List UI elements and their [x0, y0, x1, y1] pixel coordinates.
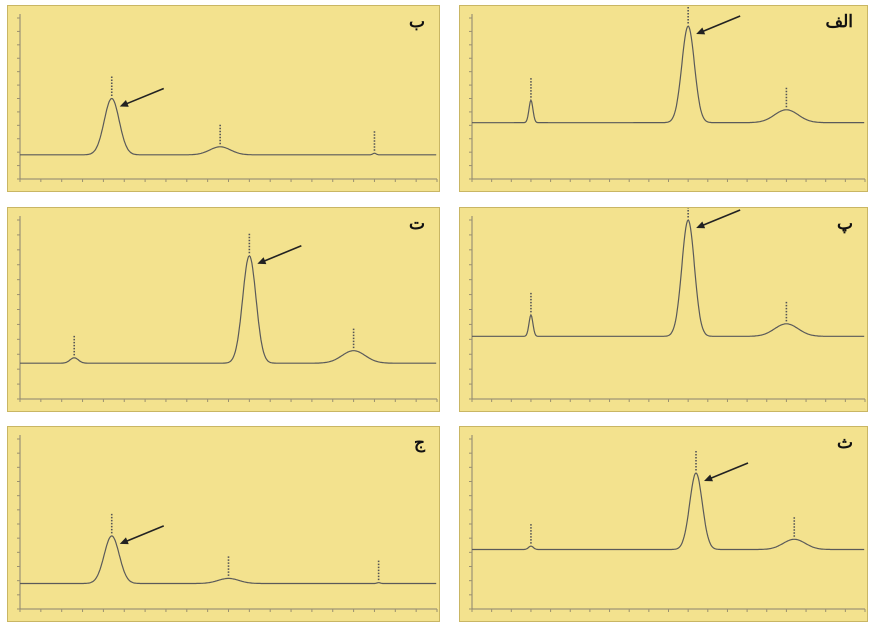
- panel-label-te: ت: [408, 214, 425, 234]
- arrow-shaft: [123, 525, 165, 544]
- arrow-shaft: [699, 209, 741, 228]
- chromatogram-plot-alef: [469, 6, 866, 182]
- arrow-shaft: [699, 15, 741, 34]
- arrow-shaft: [123, 87, 165, 106]
- chromatogram-trace: [20, 254, 437, 364]
- chromatogram-trace: [472, 25, 865, 124]
- chromatogram-plot-the: [469, 435, 866, 612]
- arrow-head: [696, 27, 706, 35]
- arrow-head: [119, 99, 129, 107]
- chromatogram-plot-te: [17, 216, 438, 402]
- panel-label-the: ث: [836, 433, 853, 453]
- chromatogram-trace: [20, 535, 437, 585]
- arrow-shaft: [707, 462, 749, 481]
- chromatogram-panel-be: ب: [7, 5, 440, 192]
- chromatogram-plot-be: [17, 14, 438, 182]
- chromatogram-panel-alef: الف: [459, 5, 868, 192]
- arrow-head: [119, 537, 129, 545]
- arrow-shaft: [261, 245, 302, 263]
- chromatogram-trace: [472, 472, 865, 551]
- arrow-head: [704, 474, 714, 482]
- arrow-head: [257, 257, 267, 265]
- chromatogram-trace: [472, 219, 865, 337]
- chromatogram-panel-jim: ج: [7, 426, 440, 622]
- panel-label-be: ب: [408, 12, 425, 32]
- chromatogram-panel-the: ث: [459, 426, 868, 622]
- chromatogram-plot-pe: [469, 208, 866, 402]
- panel-label-jim: ج: [414, 433, 425, 453]
- chromatogram-panel-te: ت: [7, 207, 440, 412]
- chromatogram-panel-pe: پ: [459, 207, 868, 412]
- chromatogram-trace: [20, 97, 437, 156]
- chromatogram-plot-jim: [17, 435, 438, 612]
- panel-label-alef: الف: [825, 12, 853, 32]
- panel-label-pe: پ: [836, 214, 853, 234]
- arrow-head: [696, 221, 706, 229]
